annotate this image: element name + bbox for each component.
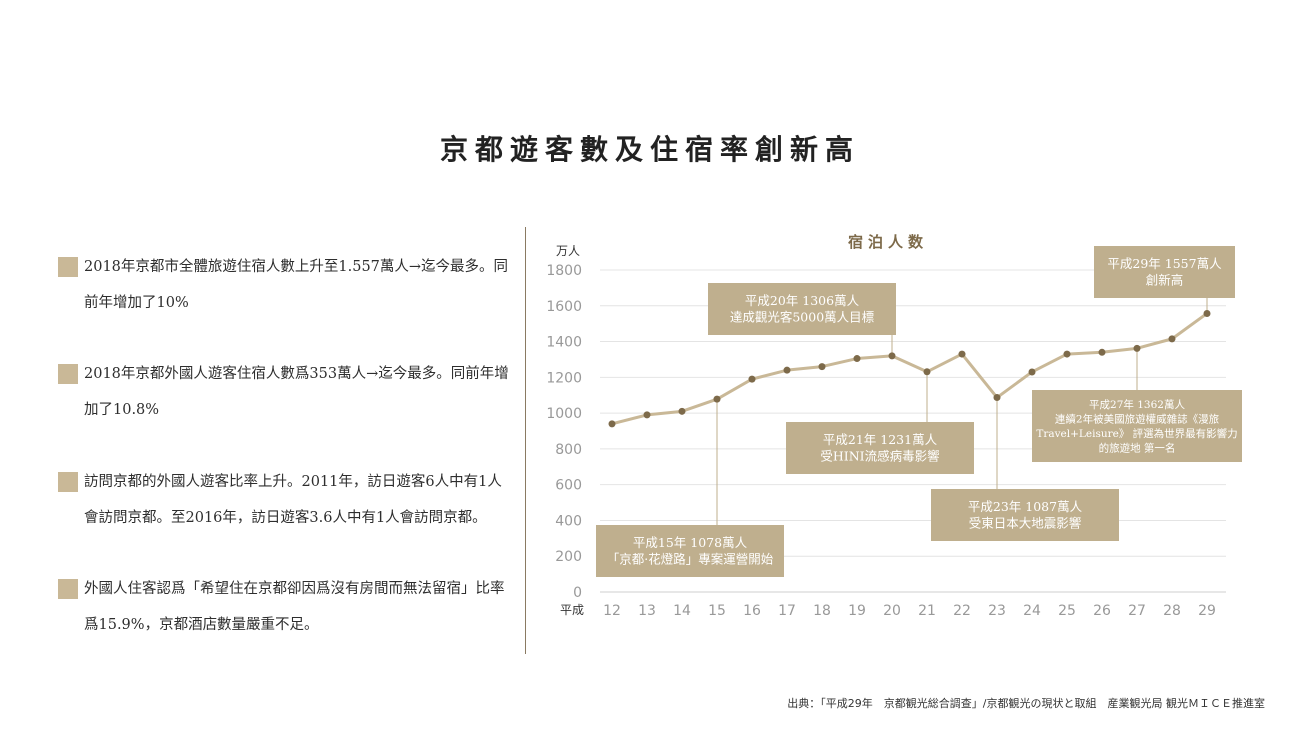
source-note: 出典：「平成29年 京都観光総合調查」/京都観光の現状と取組 産業観光局 観光Ｍ… (787, 697, 1265, 710)
x-axis-prefix: 平成 (560, 603, 584, 617)
callout-text: 連續2年被美國旅遊權威雜誌《漫旅 (1055, 412, 1220, 425)
y-tick-label: 400 (555, 513, 582, 529)
bullet-marker (58, 364, 78, 384)
callout-text: 創新高 (1146, 273, 1184, 288)
callout-text: 平成21年 1231萬人 (823, 432, 938, 447)
y-tick-label: 800 (555, 442, 582, 458)
y-tick-label: 1600 (546, 299, 582, 315)
y-tick-label: 1800 (546, 263, 582, 279)
bullet-marker (58, 472, 78, 492)
x-tick-label: 28 (1163, 603, 1181, 619)
data-point (1203, 309, 1211, 317)
x-tick-label: 25 (1058, 603, 1076, 619)
x-tick-label: 18 (813, 603, 831, 619)
data-point (1098, 348, 1106, 356)
x-tick-label: 16 (743, 603, 761, 619)
data-point (608, 420, 616, 428)
callout-text: 「京都·花燈路」專案運營開始 (607, 552, 774, 567)
x-tick-label: 24 (1023, 603, 1041, 619)
bullet-marker (58, 579, 78, 599)
data-point (713, 395, 721, 403)
data-point (783, 366, 791, 374)
chart-title: 宿泊人数 (848, 233, 928, 251)
data-point (1133, 344, 1141, 352)
y-tick-label: 1000 (546, 406, 582, 422)
series-line (611, 312, 1208, 426)
x-tick-label: 17 (778, 603, 796, 619)
callout-box (1094, 246, 1235, 298)
x-tick-label: 23 (988, 603, 1006, 619)
callout-text: 平成27年 1362萬人 (1089, 398, 1185, 411)
x-tick-label: 26 (1093, 603, 1111, 619)
callout-text: 平成15年 1078萬人 (633, 535, 748, 550)
x-tick-label: 15 (708, 603, 726, 619)
callout-box (708, 283, 896, 335)
data-point (818, 363, 826, 371)
bullet-text: 訪問京都的外國人遊客比率上升。2011年，訪日遊客6人中有1人會訪問京都。至20… (84, 474, 502, 526)
x-tick-label: 13 (638, 603, 656, 619)
line-chart: 0 200 400 600 800 1000 1200 1400 1600 1800 12 13 14 1… (546, 233, 1242, 619)
x-tick-label: 22 (953, 603, 971, 619)
x-tick-label: 21 (918, 603, 936, 619)
y-tick-label: 1400 (546, 335, 582, 351)
callout-text: 平成20年 1306萬人 (745, 293, 860, 308)
callout-box (596, 525, 784, 577)
bullet-marker (58, 257, 78, 277)
callout-text: 的旅遊地 第一名 (1099, 441, 1176, 454)
x-tick-label: 12 (603, 603, 621, 619)
x-tick-label: 19 (848, 603, 866, 619)
bullet-text: 外國人住客認爲「希望住在京都卻因爲沒有房間而無法留宿」比率爲15.9%，京都酒店… (84, 581, 505, 633)
data-point (1168, 335, 1176, 343)
callout-box (1032, 390, 1242, 462)
data-point (1028, 368, 1036, 376)
data-point (748, 375, 756, 383)
x-tick-label: 27 (1128, 603, 1146, 619)
bullet-text: 2018年京都市全體旅遊住宿人數上升至1.557萬人→迄今最多。同前年增加了10… (84, 259, 509, 311)
callout-box (786, 422, 974, 474)
data-point (923, 368, 931, 376)
x-tick-label: 20 (883, 603, 901, 619)
callout-text: 受東日本大地震影響 (969, 516, 1082, 531)
bullet-text: 2018年京都外國人遊客住宿人數爲353萬人→迄今最多。同前年增加了10.8% (84, 366, 509, 418)
y-tick-label: 1200 (546, 370, 582, 386)
callout-text: 達成觀光客5000萬人目標 (730, 310, 875, 325)
vertical-divider (525, 227, 526, 654)
data-point (853, 355, 861, 363)
callout-box (931, 489, 1119, 541)
callout-text: 受HINI流感病毒影響 (820, 449, 939, 464)
x-tick-label: 14 (673, 603, 691, 619)
callout-text: 平成23年 1087萬人 (968, 499, 1083, 514)
data-point (993, 394, 1001, 402)
data-point (888, 352, 896, 360)
y-tick-label: 200 (555, 549, 582, 565)
y-tick-label: 600 (555, 478, 582, 494)
y-tick-label: 0 (573, 585, 582, 601)
data-point (1063, 350, 1071, 358)
y-axis-unit: 万人 (556, 244, 580, 258)
data-point (958, 350, 966, 358)
x-tick-label: 29 (1198, 603, 1216, 619)
callout-text: Travel+Leisure》 評選為世界最有影響力 (1036, 427, 1237, 440)
page-title: 京都遊客數及住宿率創新高 (439, 133, 860, 166)
data-point (643, 411, 651, 419)
data-point (678, 407, 686, 415)
callout-text: 平成29年 1557萬人 (1107, 256, 1222, 271)
